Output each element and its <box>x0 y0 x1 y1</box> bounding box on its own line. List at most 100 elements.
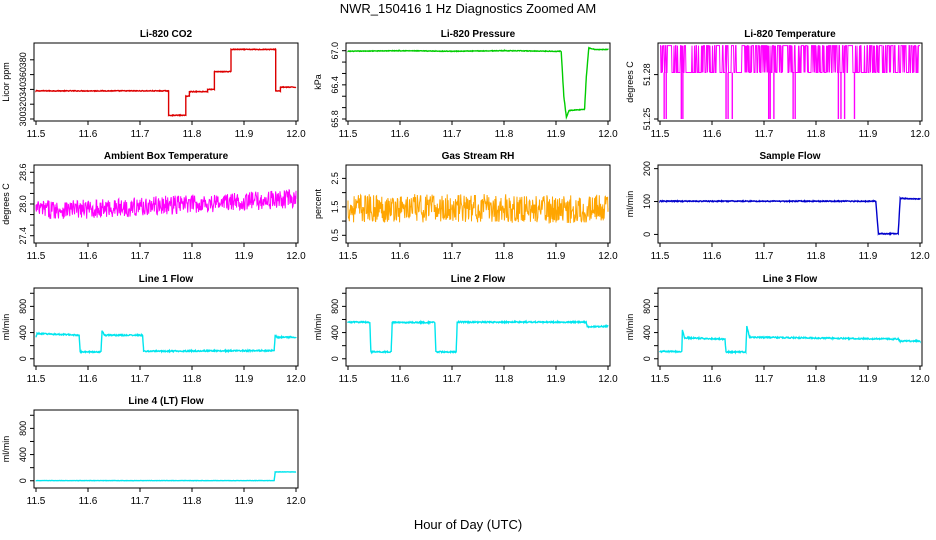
series-line <box>347 319 609 355</box>
plot-frame <box>657 287 923 367</box>
y-tick-label: 380 <box>18 52 28 67</box>
y-tick-label: 28.6 <box>18 164 28 182</box>
x-tick-label: 11.9 <box>859 251 878 262</box>
chart-panel-7: Line 1 Flow ml/min 0 400 800 11.5 11.6 11.7 11.8… <box>1 274 306 385</box>
chart-panel-10: Line 4 (LT) Flow ml/min 0 400 800 11.5 11.6 11.… <box>1 396 306 507</box>
series-group <box>660 45 920 119</box>
chart-panel-2: Li-820 Pressure kPa 65.8 66.4 67.0 11.5 11.6 11… <box>313 29 618 140</box>
x-tick-label: 11.7 <box>131 374 150 385</box>
plot-frame <box>345 164 611 244</box>
x-tick-label: 12.0 <box>598 251 618 262</box>
x-tick-label: 11.5 <box>339 251 358 262</box>
x-tick-label: 12.0 <box>286 374 306 385</box>
series-group <box>347 46 609 120</box>
panel-title: Line 4 (LT) Flow <box>128 396 204 407</box>
y-tick-label: 0 <box>330 356 340 361</box>
y-tick-label: 0.5 <box>330 229 340 242</box>
x-tick-label: 12.0 <box>286 496 306 507</box>
chart-panel-6: Sample Flow ml/min 0 100 200 11.5 11.6 11.7 11.8… <box>625 151 930 262</box>
x-tick-label: 12.0 <box>598 374 618 385</box>
series-group <box>35 188 297 219</box>
x-tick-label: 11.5 <box>27 251 46 262</box>
y-axis-label: ml/min <box>625 191 635 218</box>
x-tick-label: 11.7 <box>755 374 774 385</box>
y-tick-label: 51.28 <box>642 63 652 86</box>
series-line <box>35 471 297 482</box>
y-axis-label: Licor ppm <box>1 62 11 102</box>
y-tick-label: 800 <box>642 299 652 314</box>
x-tick-label: 11.8 <box>495 374 514 385</box>
x-tick-label: 11.8 <box>807 251 826 262</box>
series-group <box>35 330 297 355</box>
y-tick-label: 27.4 <box>18 227 28 245</box>
y-tick-label: 400 <box>18 447 28 462</box>
series-line <box>347 193 609 224</box>
y-tick-label: 51.25 <box>642 108 652 131</box>
plot-frame <box>345 287 611 367</box>
x-tick-label: 11.7 <box>443 129 462 140</box>
x-tick-label: 11.6 <box>703 129 722 140</box>
y-tick-label: 340 <box>18 82 28 97</box>
panel-title: Li-820 Pressure <box>441 29 516 40</box>
y-tick-label: 400 <box>330 325 340 340</box>
x-tick-label: 11.8 <box>183 496 202 507</box>
x-tick-label: 11.6 <box>391 374 410 385</box>
plot-frame <box>657 42 923 122</box>
series-line <box>660 45 920 73</box>
y-tick-label: 0 <box>642 356 652 361</box>
x-tick-label: 11.9 <box>547 251 566 262</box>
x-tick-label: 11.8 <box>495 251 514 262</box>
figure-title: NWR_150416 1 Hz Diagnostics Zoomed AM <box>339 1 597 16</box>
x-tick-label: 11.5 <box>27 374 46 385</box>
y-axis-label: percent <box>313 188 323 219</box>
y-axis-label: kPa <box>313 74 323 90</box>
series-line <box>35 47 297 117</box>
x-tick-label: 11.6 <box>79 496 98 507</box>
x-tick-label: 11.5 <box>27 496 46 507</box>
x-tick-label: 11.6 <box>391 251 410 262</box>
panel-title: Sample Flow <box>759 151 820 162</box>
x-tick-label: 11.5 <box>339 129 358 140</box>
x-tick-label: 12.0 <box>910 129 930 140</box>
x-tick-label: 11.9 <box>547 129 566 140</box>
y-axis-label: ml/min <box>1 436 11 463</box>
x-tick-label: 12.0 <box>286 251 306 262</box>
y-tick-label: 0 <box>18 356 28 361</box>
x-tick-label: 11.6 <box>391 129 410 140</box>
y-axis-label: ml/min <box>1 314 11 341</box>
series-line <box>347 46 609 120</box>
x-tick-label: 11.7 <box>131 496 150 507</box>
x-tick-label: 12.0 <box>286 129 306 140</box>
series-group <box>659 325 921 355</box>
x-tick-label: 11.6 <box>79 251 98 262</box>
x-tick-label: 11.7 <box>755 251 774 262</box>
y-tick-label: 800 <box>18 421 28 436</box>
y-axis-label: degrees C <box>1 183 11 225</box>
x-tick-label: 11.5 <box>651 129 670 140</box>
x-tick-label: 11.6 <box>703 251 722 262</box>
panel-title: Line 1 Flow <box>139 274 194 285</box>
x-tick-label: 11.7 <box>131 251 150 262</box>
x-tick-label: 11.7 <box>443 251 462 262</box>
x-tick-label: 11.8 <box>807 129 826 140</box>
y-tick-label: 300 <box>18 111 28 126</box>
x-tick-label: 11.9 <box>859 374 878 385</box>
chart-panel-9: Line 3 Flow ml/min 0 400 800 11.5 11.6 11.7 11.8… <box>625 274 930 385</box>
y-tick-label: 800 <box>18 299 28 314</box>
x-tick-label: 11.9 <box>235 251 254 262</box>
y-tick-label: 0 <box>642 232 652 237</box>
y-axis-label: ml/min <box>625 314 635 341</box>
y-tick-label: 0 <box>18 478 28 483</box>
x-tick-label: 11.9 <box>235 129 254 140</box>
panel-title: Line 3 Flow <box>763 274 818 285</box>
chart-panel-4: Ambient Box Temperature degrees C 27.4 28.0… <box>1 151 306 262</box>
x-tick-label: 12.0 <box>910 374 930 385</box>
y-tick-label: 1.5 <box>330 201 340 214</box>
y-tick-label: 67.0 <box>330 42 340 60</box>
series-group <box>35 47 297 117</box>
x-tick-label: 11.5 <box>27 129 46 140</box>
plot-frame <box>33 409 299 489</box>
y-axis-label: degrees C <box>625 61 635 103</box>
